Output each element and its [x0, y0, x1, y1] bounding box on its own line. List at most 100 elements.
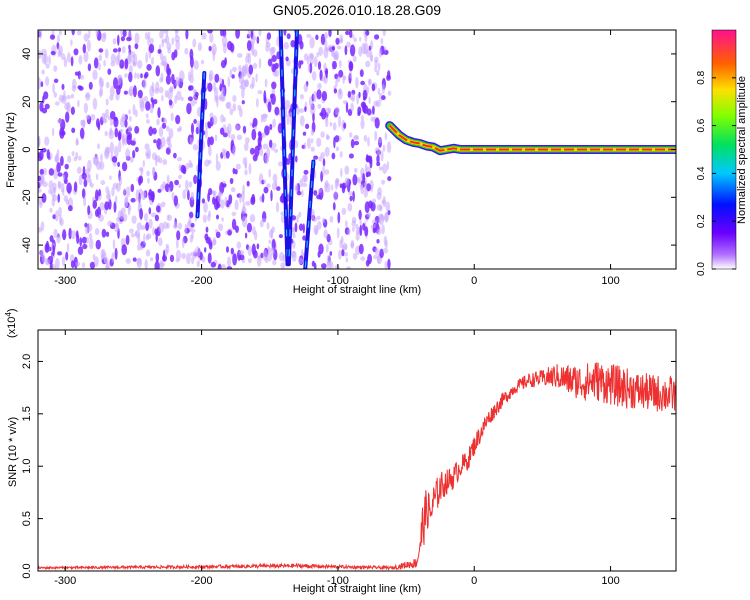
noise-blob — [341, 207, 347, 215]
noise-blob — [188, 85, 192, 91]
noise-blob — [266, 147, 271, 158]
noise-blob — [160, 136, 166, 148]
noise-blob — [222, 183, 227, 188]
noise-blob — [307, 64, 311, 73]
noise-blob — [340, 236, 344, 244]
noise-blob — [317, 188, 322, 193]
noise-blob — [137, 60, 143, 69]
noise-blob — [219, 127, 225, 135]
noise-blob — [272, 142, 277, 148]
noise-blob — [191, 256, 195, 265]
noise-blob — [162, 159, 168, 165]
noise-blob — [88, 238, 94, 250]
noise-blob — [189, 137, 194, 146]
noise-blob — [362, 89, 368, 100]
noise-blob — [365, 154, 369, 163]
noise-blob — [338, 69, 344, 78]
noise-blob — [268, 239, 272, 244]
noise-blob — [245, 137, 250, 144]
noise-blob — [356, 94, 359, 105]
noise-blob — [355, 223, 359, 230]
noise-blob — [97, 143, 100, 150]
noise-blob — [102, 32, 107, 39]
noise-blob — [298, 211, 302, 218]
noise-blob — [85, 91, 91, 101]
noise-blob — [352, 252, 358, 260]
noise-blob — [332, 60, 337, 70]
noise-blob — [208, 73, 212, 82]
noise-blob — [163, 117, 167, 125]
noise-blob — [299, 178, 304, 188]
noise-blob — [125, 148, 131, 160]
noise-blob — [345, 257, 349, 263]
noise-blob — [335, 106, 340, 116]
noise-blob — [101, 228, 107, 238]
noise-blob — [144, 259, 148, 269]
noise-blob — [310, 129, 314, 136]
noise-blob — [111, 252, 115, 263]
noise-blob — [316, 215, 321, 220]
noise-blob — [48, 55, 51, 66]
noise-blob — [382, 163, 388, 174]
noise-blob — [218, 223, 224, 232]
noise-blob — [53, 168, 59, 180]
noise-blob — [124, 73, 128, 78]
noise-blob — [60, 155, 64, 167]
noise-blob — [284, 99, 291, 110]
noise-blob — [81, 236, 87, 244]
snr-panel: -300 -200 -100 0 100 0.0 0.5 1.0 1.5 2.0 Height … — [4, 308, 677, 595]
noise-blob — [70, 106, 75, 116]
noise-blob — [316, 89, 322, 100]
noise-blob — [209, 32, 214, 44]
noise-blob — [286, 33, 291, 40]
y-tick-label: 0.5 — [21, 511, 33, 526]
noise-blob — [135, 229, 140, 239]
noise-blob — [231, 218, 237, 230]
noise-blob — [70, 230, 77, 240]
noise-blob — [77, 85, 82, 90]
noise-blob — [261, 193, 265, 203]
colorbar: 0.0 0.2 0.4 0.6 0.8 Normalized spectral ampl… — [696, 29, 748, 276]
noise-blob — [279, 195, 285, 203]
x-tick-label: -100 — [327, 575, 349, 587]
noise-blob — [225, 150, 230, 159]
noise-blob — [315, 34, 319, 41]
noise-blob — [226, 266, 233, 269]
noise-blob — [167, 47, 171, 54]
noise-blob — [374, 34, 380, 40]
noise-blob — [363, 42, 369, 55]
noise-blob — [77, 99, 80, 108]
noise-blob — [338, 89, 342, 96]
noise-blob — [200, 59, 205, 65]
noise-blob — [213, 81, 216, 92]
noise-blob — [207, 214, 211, 222]
noise-blob — [159, 262, 166, 267]
snr-multiplier-prefix: (x10 — [6, 317, 18, 338]
noise-blob — [313, 155, 319, 160]
noise-blob — [364, 226, 369, 237]
noise-blob — [360, 114, 364, 121]
noise-blob — [244, 232, 248, 239]
noise-blob — [260, 252, 264, 258]
noise-blob — [158, 126, 164, 138]
noise-blob — [56, 162, 61, 173]
noise-blob — [83, 33, 90, 42]
noise-blob — [95, 173, 99, 181]
noise-blob — [303, 142, 307, 150]
noise-blob — [143, 95, 148, 102]
noise-blob — [242, 157, 246, 165]
noise-blob — [373, 254, 378, 260]
noise-blob — [118, 176, 123, 186]
noise-blob — [207, 122, 212, 129]
noise-blob — [178, 184, 182, 188]
noise-blob — [207, 82, 213, 92]
noise-blob — [98, 188, 101, 197]
noise-blob — [86, 236, 89, 244]
noise-blob — [132, 257, 137, 262]
noise-blob — [241, 87, 245, 99]
noise-blob — [285, 56, 289, 62]
noise-blob — [73, 48, 79, 56]
noise-blob — [119, 59, 125, 69]
noise-blob — [245, 79, 249, 87]
noise-blob — [367, 136, 370, 147]
